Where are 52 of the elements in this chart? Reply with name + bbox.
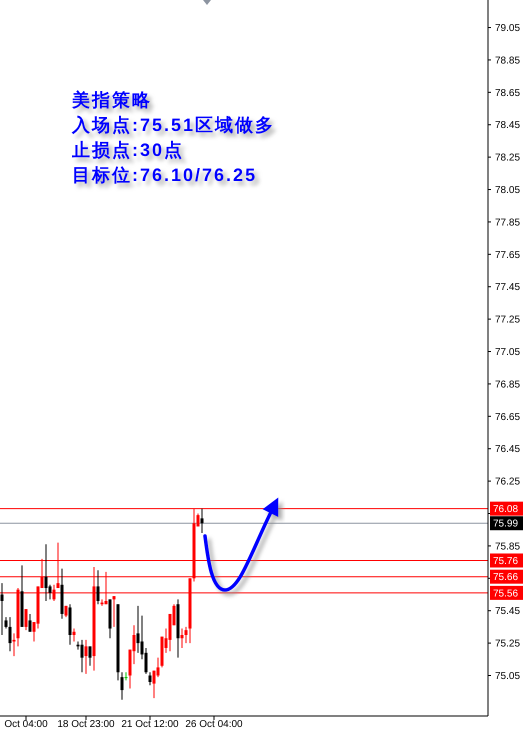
x-tick-label: 26 Oct 04:00 [185, 719, 244, 730]
candlestick [0, 582, 4, 636]
y-tick-label: 78.65 [495, 88, 520, 99]
y-tick-label: 76.25 [495, 476, 520, 488]
candlestick [180, 628, 184, 648]
annotation: 止损点:30点 [71, 140, 184, 160]
y-tick-label: 76.65 [495, 412, 520, 423]
candlestick [72, 628, 76, 642]
x-tick-label: 18 Oct 23:00 [57, 719, 116, 730]
candlestick [184, 626, 188, 644]
y-tick-label: 77.85 [495, 217, 520, 228]
y-tick-label: 75.45 [495, 606, 520, 618]
y-tick-label: 75.05 [495, 671, 520, 682]
candlestick [28, 613, 32, 632]
annotation: 目标位:76.10/76.25 [72, 165, 258, 185]
candlestick [12, 632, 16, 657]
candlestick [88, 646, 92, 666]
y-tick-label: 78.45 [495, 120, 520, 132]
annotation: 美指策略 [71, 90, 152, 110]
candlestick [148, 672, 152, 686]
x-tick-label: Oct 04:00 [4, 719, 48, 730]
ref-line-label: 75.66 [493, 572, 518, 584]
y-tick-label: 78.05 [495, 185, 520, 196]
y-tick-label: 76.45 [495, 444, 520, 456]
y-tick-label: 77.65 [495, 250, 520, 261]
y-tick-label: 76.85 [495, 379, 520, 390]
candlestick [152, 670, 156, 699]
candlestick [44, 544, 48, 602]
candlestick [84, 639, 88, 674]
y-tick-label: 77.25 [495, 314, 520, 326]
ref-line-label: 75.99 [493, 518, 518, 530]
y-tick-label: 78.25 [495, 152, 520, 164]
y-tick-label: 79.05 [495, 23, 520, 34]
y-tick-label: 75.85 [495, 541, 520, 552]
candlestick [8, 616, 12, 652]
y-tick-label: 77.45 [495, 282, 520, 294]
candlestick [80, 639, 84, 673]
y-tick-label: 77.05 [495, 347, 520, 358]
candlestick [24, 608, 28, 631]
y-tick-label: 78.85 [495, 55, 520, 66]
candlestick [200, 508, 204, 534]
candlestick [112, 596, 116, 628]
ref-line-label: 75.76 [493, 556, 518, 567]
annotation: 入场点:75.51区域做多 [71, 115, 276, 135]
candlestick [120, 672, 124, 700]
x-tick-label: 21 Oct 12:00 [121, 719, 180, 730]
candlestick [4, 616, 8, 630]
ref-line-label: 75.56 [493, 588, 518, 600]
ref-line-label: 76.08 [493, 504, 518, 516]
candlestick [136, 605, 140, 654]
candlestick [96, 570, 100, 605]
y-tick-label: 75.25 [495, 638, 520, 650]
